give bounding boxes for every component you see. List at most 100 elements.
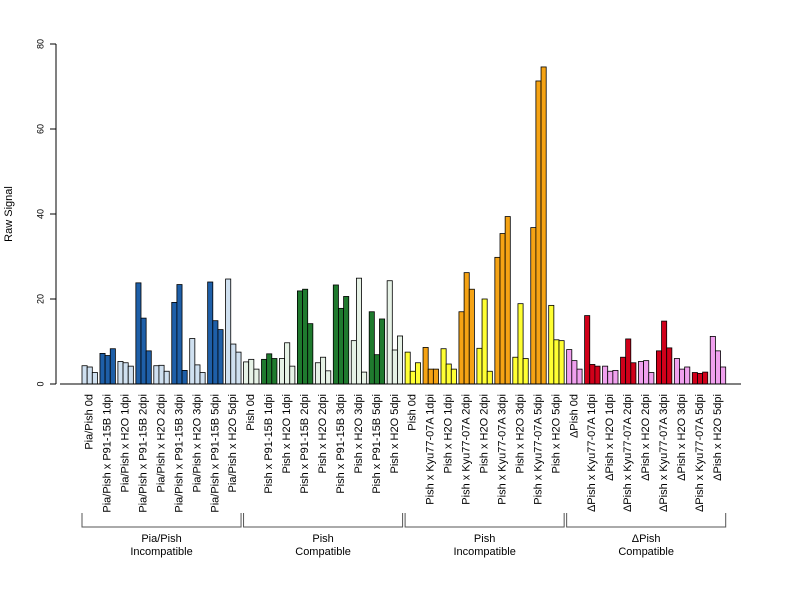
x-tick-label: Pish x Kyu77-07A 2dpi bbox=[461, 394, 473, 505]
group-label-line1: ΔPish bbox=[632, 533, 661, 545]
x-tick-label: Pia/Pish x P91-15B 5dpi bbox=[209, 394, 221, 513]
x-tick-label: Pia/Pish x H2O 1dpi bbox=[120, 394, 132, 492]
bar bbox=[440, 348, 447, 385]
x-tick-label: ΔPish x Kyu77-07A 1dpi bbox=[586, 394, 598, 512]
group-bracket bbox=[81, 513, 242, 528]
bar bbox=[284, 342, 291, 385]
bar bbox=[99, 352, 106, 385]
bar bbox=[463, 272, 470, 385]
group-label-line2: Incompatible bbox=[130, 546, 192, 558]
x-tick-label: Pia/Pish x H2O 2dpi bbox=[155, 394, 167, 492]
x-tick-label: Pish x Kyu77-07A 1dpi bbox=[425, 394, 437, 505]
bar bbox=[468, 288, 475, 385]
x-tick-label: ΔPish x Kyu77-07A 5dpi bbox=[694, 394, 706, 512]
bar bbox=[266, 353, 273, 385]
bar bbox=[571, 360, 578, 385]
bar bbox=[602, 365, 609, 385]
bar bbox=[427, 368, 434, 385]
x-tick-label: ΔPish x H2O 2dpi bbox=[640, 394, 652, 481]
bar bbox=[386, 280, 393, 385]
bar bbox=[409, 370, 416, 385]
x-tick-label: Pish x H2O 3dpi bbox=[514, 394, 526, 473]
bar bbox=[235, 351, 242, 385]
bar bbox=[566, 349, 573, 385]
bar bbox=[189, 338, 196, 385]
bar bbox=[350, 340, 357, 385]
bar bbox=[494, 256, 501, 385]
bar bbox=[153, 365, 160, 385]
bar bbox=[338, 307, 345, 385]
bar bbox=[625, 338, 632, 385]
bar bbox=[320, 356, 327, 385]
bar bbox=[176, 284, 183, 385]
bar bbox=[517, 303, 524, 385]
bar bbox=[397, 335, 404, 385]
bar bbox=[540, 66, 547, 385]
bar bbox=[697, 372, 704, 385]
bar bbox=[163, 370, 170, 385]
bar bbox=[486, 370, 493, 385]
bar bbox=[404, 351, 411, 385]
x-tick-label: Pish x H2O 2dpi bbox=[479, 394, 491, 473]
x-tick-label: ΔPish x H2O 3dpi bbox=[676, 394, 688, 481]
bar bbox=[279, 358, 286, 385]
group-label-line2: Incompatible bbox=[453, 546, 515, 558]
bar bbox=[709, 335, 716, 385]
bar bbox=[86, 366, 93, 385]
bar bbox=[414, 362, 421, 385]
bar bbox=[643, 360, 650, 385]
y-tick-label: 0 bbox=[35, 381, 45, 386]
bar bbox=[289, 365, 296, 385]
bar bbox=[499, 233, 506, 385]
group-bracket bbox=[404, 513, 565, 528]
bar bbox=[140, 317, 147, 385]
y-tick-label: 40 bbox=[35, 209, 45, 219]
x-tick-label: Pish x P91-15B 2dpi bbox=[299, 394, 311, 494]
x-tick-label: Pia/Pish x P91-15B 2dpi bbox=[137, 394, 149, 513]
bar bbox=[481, 298, 488, 385]
x-tick-label: ΔPish 0d bbox=[568, 394, 580, 438]
bar bbox=[373, 354, 380, 385]
group-bracket bbox=[566, 513, 727, 528]
bar bbox=[307, 323, 314, 385]
x-tick-label: Pish x P91-15B 5dpi bbox=[371, 394, 383, 494]
bars bbox=[81, 66, 727, 385]
bar bbox=[343, 296, 350, 385]
x-tick-label: Pish x H2O 1dpi bbox=[443, 394, 455, 473]
x-tick-label: Pish x H2O 5dpi bbox=[550, 394, 562, 473]
bar bbox=[594, 365, 601, 385]
bar bbox=[630, 362, 637, 385]
bar bbox=[271, 358, 278, 385]
y-axis: 0 20 40 60 80 bbox=[35, 39, 57, 387]
bar bbox=[325, 370, 332, 385]
x-tick-label: Pia/Pish x H2O 5dpi bbox=[227, 394, 239, 492]
x-tick-label: Pish 0d bbox=[407, 394, 419, 431]
bar bbox=[361, 371, 368, 385]
group-label-line1: Pia/Pish bbox=[141, 533, 181, 545]
x-tick-labels: Pia/Pish 0d Pia/Pish x P91-15B 1dpi Pia/Pi… bbox=[84, 394, 724, 513]
bar bbox=[104, 355, 111, 385]
group-bracket bbox=[243, 513, 404, 528]
x-tick-label: ΔPish x H2O 5dpi bbox=[712, 394, 724, 481]
bar bbox=[314, 362, 321, 385]
bar bbox=[135, 282, 142, 385]
y-tick-label: 20 bbox=[35, 294, 45, 304]
bar bbox=[679, 368, 686, 385]
x-tick-label: Pia/Pish x P91-15B 1dpi bbox=[102, 394, 114, 513]
bar bbox=[109, 348, 116, 385]
bar bbox=[612, 369, 619, 385]
bar bbox=[355, 277, 362, 385]
bar bbox=[422, 347, 429, 385]
bar bbox=[199, 372, 206, 385]
bar bbox=[589, 364, 596, 385]
x-tick-label: Pish x H2O 1dpi bbox=[281, 394, 293, 473]
y-tick-label: 80 bbox=[35, 39, 45, 49]
bar bbox=[553, 339, 560, 385]
bar bbox=[332, 284, 339, 385]
bar bbox=[122, 362, 129, 385]
bar bbox=[194, 364, 201, 385]
bar bbox=[673, 358, 680, 385]
bar bbox=[476, 347, 483, 385]
bar bbox=[715, 350, 721, 385]
